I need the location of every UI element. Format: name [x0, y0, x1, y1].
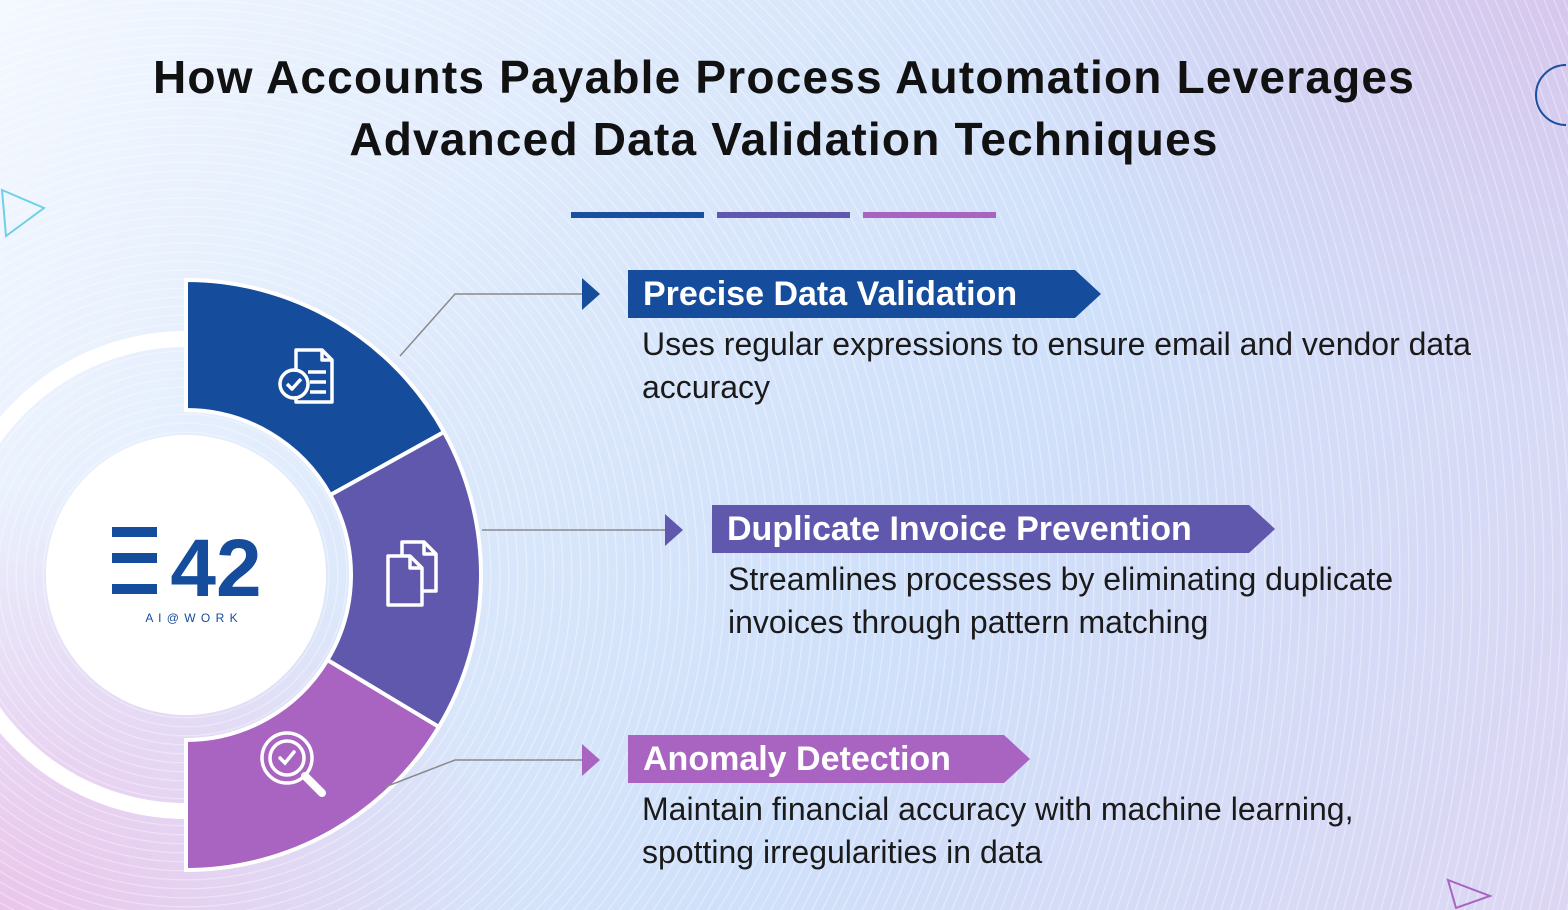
pointer-arrow-3 [582, 744, 600, 776]
item-1-banner: Precise Data Validation [628, 270, 1101, 318]
item-1-description: Uses regular expressions to ensure email… [642, 326, 1471, 405]
connectors [384, 293, 665, 788]
logo-tagline: A I @ W O R K [145, 611, 238, 625]
divider-bar-violet [863, 212, 996, 218]
outer-white-ring [0, 331, 187, 819]
page-title-line1: How Accounts Payable Process Automation … [153, 51, 1415, 103]
duplicate-documents-icon [386, 540, 438, 607]
segment-2 [324, 429, 483, 730]
pointer-arrow-2 [665, 514, 683, 546]
logo-mark: 42 [170, 523, 261, 614]
document-check-icon [278, 348, 334, 404]
e42-logo: 42 A I @ W O R K [112, 523, 262, 625]
divider-bar-blue [571, 212, 704, 218]
page-title-line2: Advanced Data Validation Techniques [349, 113, 1219, 165]
decor-triangle-left [0, 188, 46, 238]
decor-circle [1535, 64, 1567, 126]
logo-circle [46, 435, 326, 715]
segment-1 [184, 277, 447, 498]
pointer-arrow-1 [582, 278, 600, 310]
decor-triangle-bottom [1446, 878, 1493, 910]
item-3-description: Maintain financial accuracy with machine… [642, 791, 1354, 870]
item-2-description: Streamlines processes by eliminating dup… [728, 561, 1394, 640]
divider-bar-purple [717, 212, 850, 218]
item-2-banner: Duplicate Invoice Prevention [712, 505, 1275, 553]
magnifier-check-icon [260, 731, 326, 797]
item-3-banner: Anomaly Detection [628, 735, 1030, 783]
